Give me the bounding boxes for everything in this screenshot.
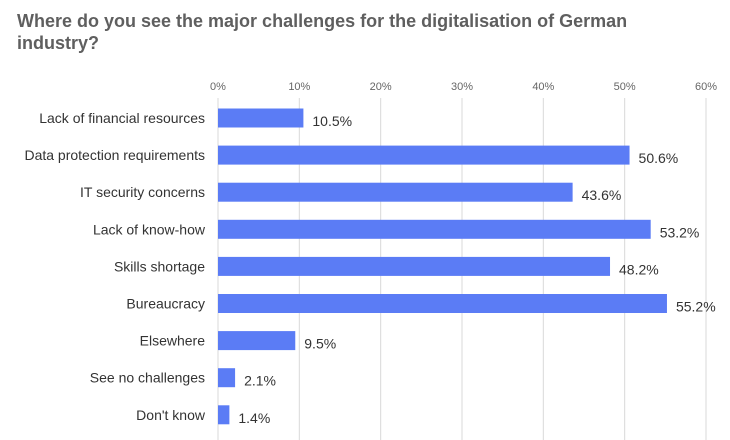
bar bbox=[218, 182, 573, 202]
x-tick-label: 20% bbox=[370, 81, 392, 93]
chart-title: Where do you see the major challenges fo… bbox=[17, 11, 628, 53]
data-label: 50.6% bbox=[639, 150, 679, 166]
data-label: 1.4% bbox=[238, 410, 270, 426]
category-label: Data protection requirements bbox=[24, 147, 205, 163]
x-tick-label: 30% bbox=[451, 81, 473, 93]
data-label: 2.1% bbox=[244, 373, 276, 389]
x-tick-labels: 0% 10% 20% 30% 40% 50% 60% bbox=[210, 81, 717, 93]
data-label: 55.2% bbox=[676, 299, 716, 315]
bar bbox=[218, 368, 236, 388]
data-label: 48.2% bbox=[619, 261, 659, 277]
category-labels: Lack of financial resources Data protecti… bbox=[24, 110, 205, 423]
bar bbox=[218, 219, 651, 239]
data-label: 10.5% bbox=[312, 113, 352, 129]
category-label: Don't know bbox=[136, 407, 206, 423]
data-labels: 10.5% 50.6% 43.6% 53.2% 48.2% 55.2% 9.5% 2.1% 1.… bbox=[238, 113, 715, 426]
x-tick-label: 0% bbox=[210, 81, 226, 93]
bar bbox=[218, 294, 667, 313]
bar bbox=[218, 331, 296, 351]
bar bbox=[218, 145, 630, 165]
x-tick-label: 40% bbox=[532, 81, 554, 93]
category-label: Bureaucracy bbox=[126, 296, 205, 312]
category-label: Elsewhere bbox=[140, 333, 206, 349]
data-label: 43.6% bbox=[582, 187, 622, 203]
data-label: 9.5% bbox=[304, 336, 336, 352]
bars bbox=[218, 108, 667, 425]
category-label: IT security concerns bbox=[80, 184, 205, 200]
x-tick-label: 60% bbox=[695, 81, 717, 93]
category-label: Lack of know-how bbox=[93, 221, 206, 237]
bar bbox=[218, 405, 230, 425]
bar bbox=[218, 108, 304, 128]
category-label: See no challenges bbox=[90, 370, 205, 386]
x-tick-label: 10% bbox=[288, 81, 310, 93]
bar bbox=[218, 256, 611, 276]
category-label: Skills shortage bbox=[114, 258, 205, 274]
category-label: Lack of financial resources bbox=[39, 110, 205, 126]
x-tick-label: 50% bbox=[614, 81, 636, 93]
data-label: 53.2% bbox=[660, 224, 700, 240]
